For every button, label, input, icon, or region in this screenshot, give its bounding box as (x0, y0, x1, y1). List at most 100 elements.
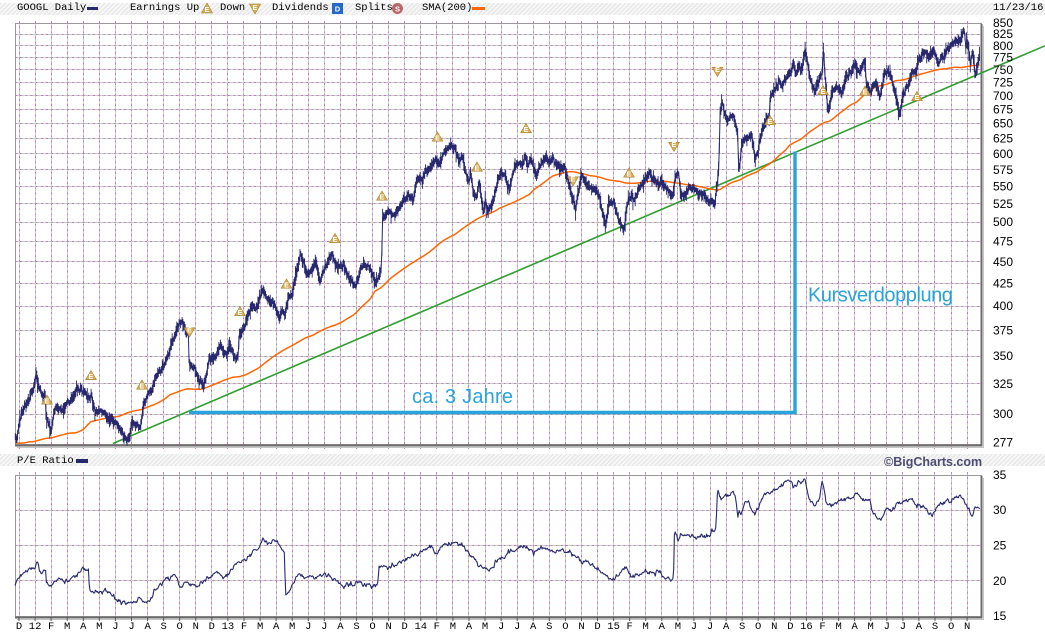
svg-text:35: 35 (993, 468, 1007, 482)
svg-text:E: E (475, 165, 480, 172)
svg-text:S: S (160, 621, 166, 633)
svg-text:F: F (48, 621, 54, 633)
svg-text:O: O (562, 621, 568, 633)
svg-text:E: E (863, 89, 868, 96)
svg-text:E: E (238, 310, 243, 317)
svg-text:375: 375 (993, 323, 1013, 337)
svg-text:J: J (112, 621, 118, 633)
svg-text:A: A (466, 621, 473, 633)
svg-text:O: O (369, 621, 375, 633)
svg-text:J: J (321, 621, 327, 633)
svg-text:277: 277 (993, 436, 1013, 450)
svg-text:12: 12 (29, 621, 42, 633)
svg-text:A: A (851, 621, 858, 633)
svg-text:F: F (434, 621, 440, 633)
svg-text:25: 25 (993, 539, 1007, 553)
svg-text:D: D (16, 621, 22, 633)
svg-text:13: 13 (222, 621, 235, 633)
svg-text:J: J (900, 621, 906, 633)
svg-text:M: M (835, 621, 841, 633)
svg-text:M: M (64, 621, 70, 633)
svg-text:30: 30 (993, 503, 1007, 517)
svg-text:E: E (627, 171, 632, 178)
svg-text:E: E (768, 119, 773, 126)
svg-text:A: A (273, 621, 280, 633)
svg-text:E: E (571, 177, 576, 184)
svg-text:D: D (787, 621, 793, 633)
svg-text:O: O (755, 621, 761, 633)
svg-text:E: E (715, 67, 720, 74)
svg-text:E: E (89, 374, 94, 381)
svg-text:E: E (187, 328, 192, 335)
svg-text:S: S (932, 621, 938, 633)
svg-text:E: E (672, 142, 677, 149)
svg-text:M: M (450, 621, 456, 633)
svg-text:E: E (205, 7, 210, 14)
svg-text:800: 800 (993, 39, 1013, 53)
svg-text:350: 350 (993, 349, 1013, 363)
svg-text:F: F (241, 621, 247, 633)
svg-text:N: N (578, 621, 584, 633)
svg-text:20: 20 (993, 574, 1007, 588)
svg-text:Kursverdopplung: Kursverdopplung (808, 285, 952, 307)
svg-text:325: 325 (993, 377, 1013, 391)
svg-text:J: J (498, 621, 504, 633)
svg-text:D: D (209, 621, 215, 633)
svg-text:A: A (144, 621, 151, 633)
svg-text:S: S (546, 621, 552, 633)
svg-text:475: 475 (993, 235, 1013, 249)
svg-text:M: M (643, 621, 649, 633)
svg-text:600: 600 (993, 147, 1013, 161)
svg-text:15: 15 (993, 609, 1007, 623)
svg-text:J: J (707, 621, 713, 633)
svg-text:425: 425 (993, 276, 1013, 290)
svg-text:550: 550 (993, 180, 1013, 194)
svg-text:A: A (723, 621, 730, 633)
svg-text:S: S (395, 5, 400, 14)
svg-text:S: S (353, 621, 359, 633)
svg-text:E: E (45, 398, 50, 405)
svg-text:E: E (333, 237, 338, 244)
svg-text:F: F (627, 621, 633, 633)
svg-text:575: 575 (993, 163, 1013, 177)
svg-text:775: 775 (993, 51, 1013, 65)
svg-text:700: 700 (993, 89, 1013, 103)
svg-text:725: 725 (993, 76, 1013, 90)
svg-text:E: E (140, 383, 145, 390)
svg-text:A: A (530, 621, 537, 633)
svg-text:625: 625 (993, 132, 1013, 146)
svg-text:N: N (771, 621, 777, 633)
svg-text:E: E (915, 95, 920, 102)
svg-text:14: 14 (414, 621, 427, 633)
svg-text:300: 300 (993, 407, 1013, 421)
svg-text:N: N (193, 621, 199, 633)
svg-text:E: E (380, 194, 385, 201)
svg-text:M: M (675, 621, 681, 633)
svg-text:400: 400 (993, 299, 1013, 313)
svg-text:500: 500 (993, 215, 1013, 229)
svg-text:D: D (335, 5, 341, 14)
svg-text:M: M (868, 621, 874, 633)
svg-text:O: O (948, 621, 954, 633)
svg-text:M: M (96, 621, 102, 633)
svg-text:E: E (253, 5, 258, 12)
svg-text:D: D (594, 621, 600, 633)
svg-text:N: N (385, 621, 391, 633)
svg-text:850: 850 (993, 16, 1013, 30)
svg-text:N: N (964, 621, 970, 633)
svg-text:825: 825 (993, 27, 1013, 41)
svg-text:15: 15 (607, 621, 620, 633)
svg-text:E: E (524, 127, 529, 134)
svg-text:E: E (435, 135, 440, 142)
svg-text:A: A (916, 621, 923, 633)
svg-text:J: J (691, 621, 697, 633)
svg-text:O: O (177, 621, 183, 633)
svg-text:E: E (821, 89, 826, 96)
svg-text:ca. 3 Jahre: ca. 3 Jahre (412, 386, 513, 408)
svg-text:525: 525 (993, 197, 1013, 211)
svg-text:A: A (659, 621, 666, 633)
svg-text:J: J (305, 621, 311, 633)
svg-text:J: J (514, 621, 520, 633)
svg-text:E: E (284, 282, 289, 289)
svg-text:A: A (337, 621, 344, 633)
